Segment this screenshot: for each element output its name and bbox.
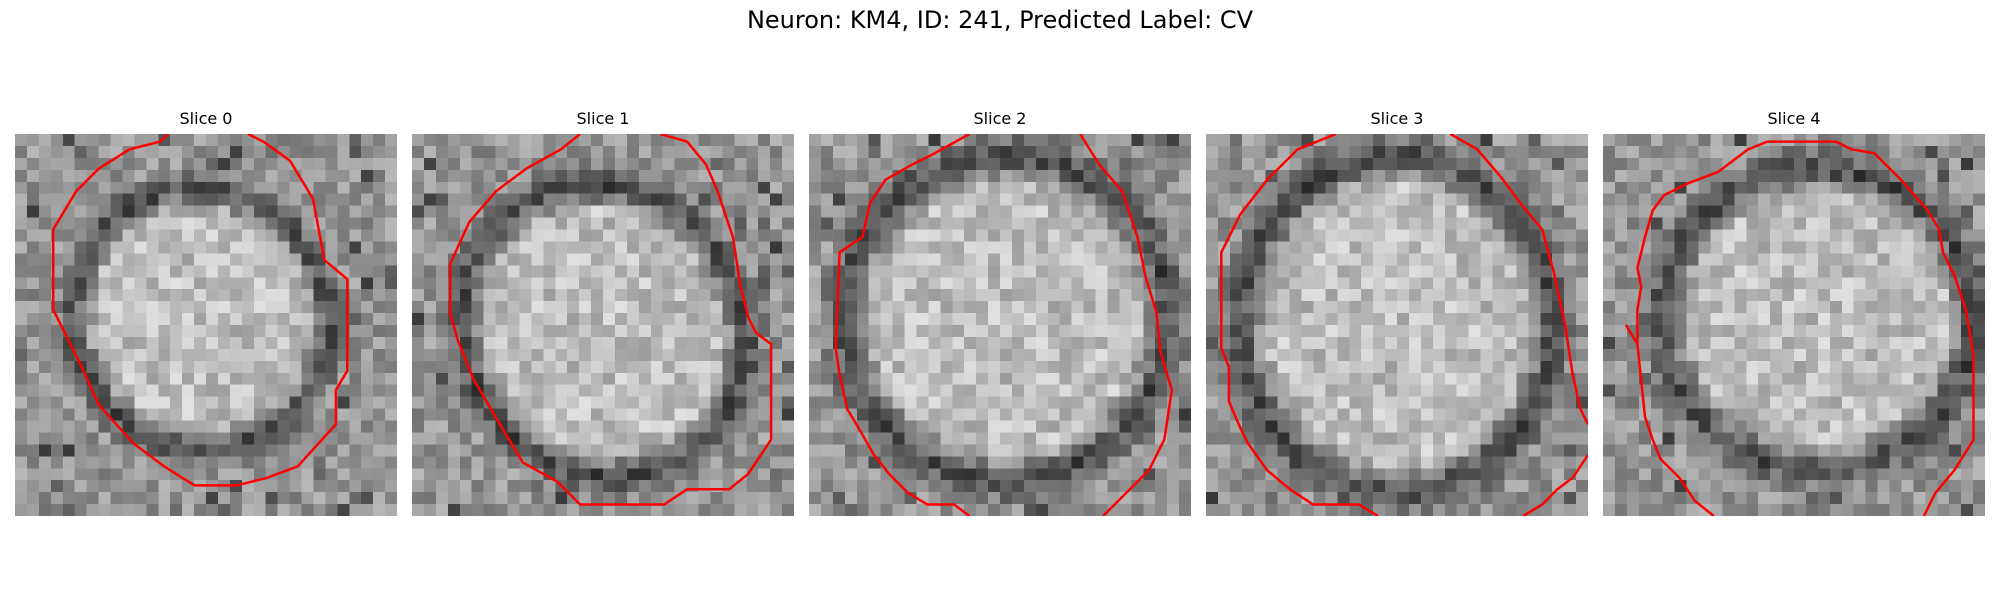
contour-line (834, 134, 971, 516)
figure-title: Neuron: KM4, ID: 241, Predicted Label: C… (746, 6, 1254, 34)
slice-image (15, 134, 397, 516)
slice-panel-4: Slice 4 (1603, 108, 1985, 516)
contour-line (1522, 454, 1588, 516)
slice-title: Slice 2 (973, 109, 1027, 128)
contour-overlay (1220, 134, 1588, 516)
slice-image (809, 134, 1191, 516)
contour-overlay (448, 134, 773, 506)
grayscale-microscopy-image (412, 134, 794, 516)
slice-title: Slice 4 (1767, 109, 1821, 128)
slice-title: Slice 1 (576, 109, 630, 128)
contour-line (1220, 134, 1379, 516)
contour-overlay (51, 134, 349, 487)
grayscale-microscopy-image (1603, 134, 1985, 516)
contour-line (1624, 324, 1639, 345)
contour-line (51, 134, 349, 487)
slice-image (1206, 134, 1588, 516)
contour-overlay (834, 134, 1174, 516)
slice-panel-0: Slice 0 (15, 108, 397, 516)
slice-image (1603, 134, 1985, 516)
slice-title: Slice 3 (1370, 109, 1424, 128)
contour-line (1636, 140, 1975, 516)
grayscale-microscopy-image (1206, 134, 1588, 516)
slice-panel-3: Slice 3 (1206, 108, 1588, 516)
slice-panel-1: Slice 1 (412, 108, 794, 516)
contour-line (448, 134, 773, 506)
slice-panel-2: Slice 2 (809, 108, 1191, 516)
contour-line (1079, 134, 1174, 516)
contour-overlay (1624, 140, 1975, 516)
contour-line (1449, 134, 1588, 425)
slice-image (412, 134, 794, 516)
slice-title: Slice 0 (179, 109, 233, 128)
grayscale-microscopy-image (15, 134, 397, 516)
